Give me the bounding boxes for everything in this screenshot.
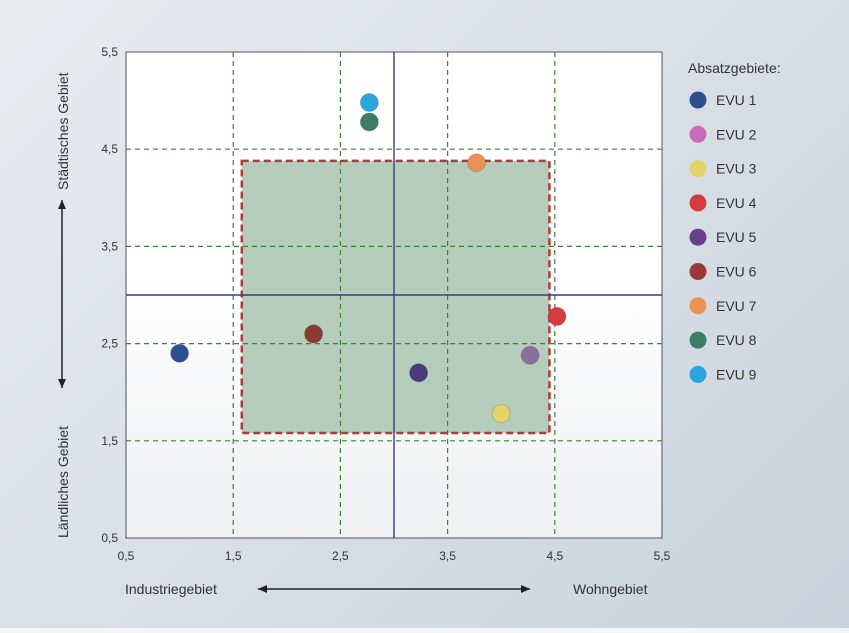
data-point-evu-5 bbox=[409, 363, 429, 383]
axes: 0,5 1,5 2,5 3,5 4,5 5,5 0,5 1,5 2,5 3,5 4,5 5,5 bbox=[101, 45, 670, 563]
data-point-evu-3 bbox=[491, 404, 511, 424]
x-tick-label: 4,5 bbox=[546, 549, 563, 563]
legend-label-evu-9: EVU 9 bbox=[716, 366, 757, 382]
data-point-evu-8 bbox=[359, 112, 379, 132]
legend-label-evu-8: EVU 8 bbox=[716, 332, 757, 348]
legend-title: Absatzgebiete: bbox=[688, 60, 781, 76]
x-tick-label: 2,5 bbox=[332, 549, 349, 563]
legend-marker-evu-1 bbox=[689, 91, 707, 109]
data-point-evu-4 bbox=[547, 306, 567, 326]
legend-label-evu-4: EVU 4 bbox=[716, 195, 757, 211]
x-axis-label-right: Wohngebiet bbox=[573, 581, 648, 597]
legend-label-evu-5: EVU 5 bbox=[716, 229, 757, 245]
y-tick-label: 2,5 bbox=[101, 337, 118, 351]
highlight-region bbox=[240, 159, 551, 435]
legend-label-evu-2: EVU 2 bbox=[716, 126, 757, 142]
x-axis-label-left: Industriegebiet bbox=[125, 581, 217, 597]
data-point-evu-2 bbox=[520, 345, 540, 365]
x-tick-label: 5,5 bbox=[654, 549, 671, 563]
legend-label-evu-7: EVU 7 bbox=[716, 298, 757, 314]
data-point-evu-7 bbox=[467, 153, 487, 173]
y-tick-label: 0,5 bbox=[101, 531, 118, 545]
y-tick-label: 3,5 bbox=[101, 239, 118, 253]
legend-marker-evu-9 bbox=[689, 365, 707, 383]
legend: Absatzgebiete: EVU 1 EVU 2 EVU 3 EVU 4 EVU 5… bbox=[688, 60, 781, 383]
y-axis-arrow bbox=[58, 200, 66, 388]
y-axis-label-top: Städtisches Gebiet bbox=[55, 72, 71, 190]
y-axis-label-bottom: Ländliches Gebiet bbox=[55, 426, 71, 538]
legend-label-evu-1: EVU 1 bbox=[716, 92, 757, 108]
x-axis-arrow bbox=[258, 585, 530, 593]
legend-marker-evu-4 bbox=[689, 194, 707, 212]
y-tick-label: 1,5 bbox=[101, 434, 118, 448]
legend-marker-evu-5 bbox=[689, 228, 707, 246]
y-tick-label: 4,5 bbox=[101, 142, 118, 156]
y-tick-label: 5,5 bbox=[101, 45, 118, 59]
x-tick-label: 0,5 bbox=[118, 549, 135, 563]
data-point-evu-9 bbox=[359, 93, 379, 113]
legend-marker-evu-6 bbox=[689, 263, 707, 280]
plot-area bbox=[125, 51, 663, 539]
x-tick-label: 1,5 bbox=[225, 549, 242, 563]
legend-marker-evu-7 bbox=[689, 297, 707, 315]
legend-marker-evu-8 bbox=[689, 331, 707, 349]
legend-marker-evu-3 bbox=[689, 160, 707, 178]
legend-marker-evu-2 bbox=[689, 125, 707, 143]
legend-label-evu-6: EVU 6 bbox=[716, 264, 757, 280]
legend-label-evu-3: EVU 3 bbox=[716, 161, 757, 177]
x-tick-label: 3,5 bbox=[439, 549, 456, 563]
data-point-evu-6 bbox=[304, 324, 324, 344]
data-point-evu-1 bbox=[170, 343, 190, 363]
